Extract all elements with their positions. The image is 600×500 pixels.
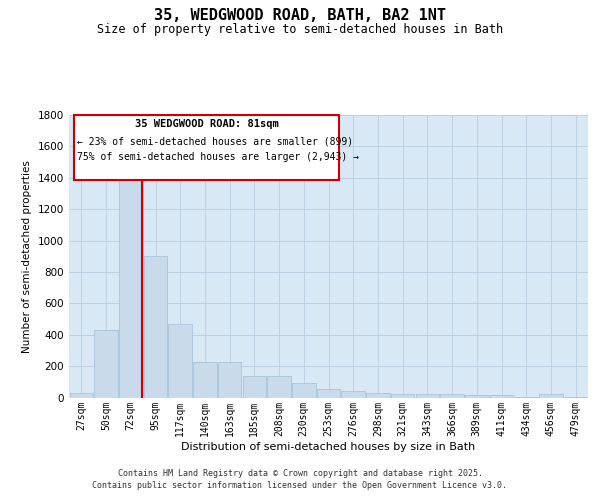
Bar bbox=[144, 256, 167, 398]
Text: Contains public sector information licensed under the Open Government Licence v3: Contains public sector information licen… bbox=[92, 481, 508, 490]
Bar bbox=[242, 376, 266, 398]
Bar bbox=[514, 396, 538, 398]
Text: 75% of semi-detached houses are larger (2,943) →: 75% of semi-detached houses are larger (… bbox=[77, 152, 359, 162]
Bar bbox=[564, 396, 587, 398]
Bar bbox=[490, 395, 513, 398]
Y-axis label: Number of semi-detached properties: Number of semi-detached properties bbox=[22, 160, 32, 352]
Bar bbox=[169, 324, 192, 398]
Bar bbox=[341, 391, 365, 398]
Bar bbox=[317, 389, 340, 398]
Bar bbox=[94, 330, 118, 398]
Bar bbox=[292, 382, 316, 398]
Text: 35, WEDGWOOD ROAD, BATH, BA2 1NT: 35, WEDGWOOD ROAD, BATH, BA2 1NT bbox=[154, 8, 446, 22]
Bar bbox=[119, 173, 143, 398]
Bar bbox=[465, 395, 488, 398]
Bar bbox=[218, 362, 241, 398]
Text: ← 23% of semi-detached houses are smaller (899): ← 23% of semi-detached houses are smalle… bbox=[77, 136, 353, 146]
Bar bbox=[70, 393, 93, 398]
X-axis label: Distribution of semi-detached houses by size in Bath: Distribution of semi-detached houses by … bbox=[181, 442, 476, 452]
Bar bbox=[391, 394, 415, 398]
Text: Contains HM Land Registry data © Crown copyright and database right 2025.: Contains HM Land Registry data © Crown c… bbox=[118, 468, 482, 477]
Bar bbox=[268, 376, 291, 398]
Bar bbox=[366, 393, 389, 398]
Bar bbox=[440, 394, 464, 398]
Bar bbox=[193, 362, 217, 398]
Bar bbox=[416, 394, 439, 398]
Bar bbox=[539, 394, 563, 398]
Text: Size of property relative to semi-detached houses in Bath: Size of property relative to semi-detach… bbox=[97, 22, 503, 36]
Text: 35 WEDGWOOD ROAD: 81sqm: 35 WEDGWOOD ROAD: 81sqm bbox=[134, 118, 278, 128]
